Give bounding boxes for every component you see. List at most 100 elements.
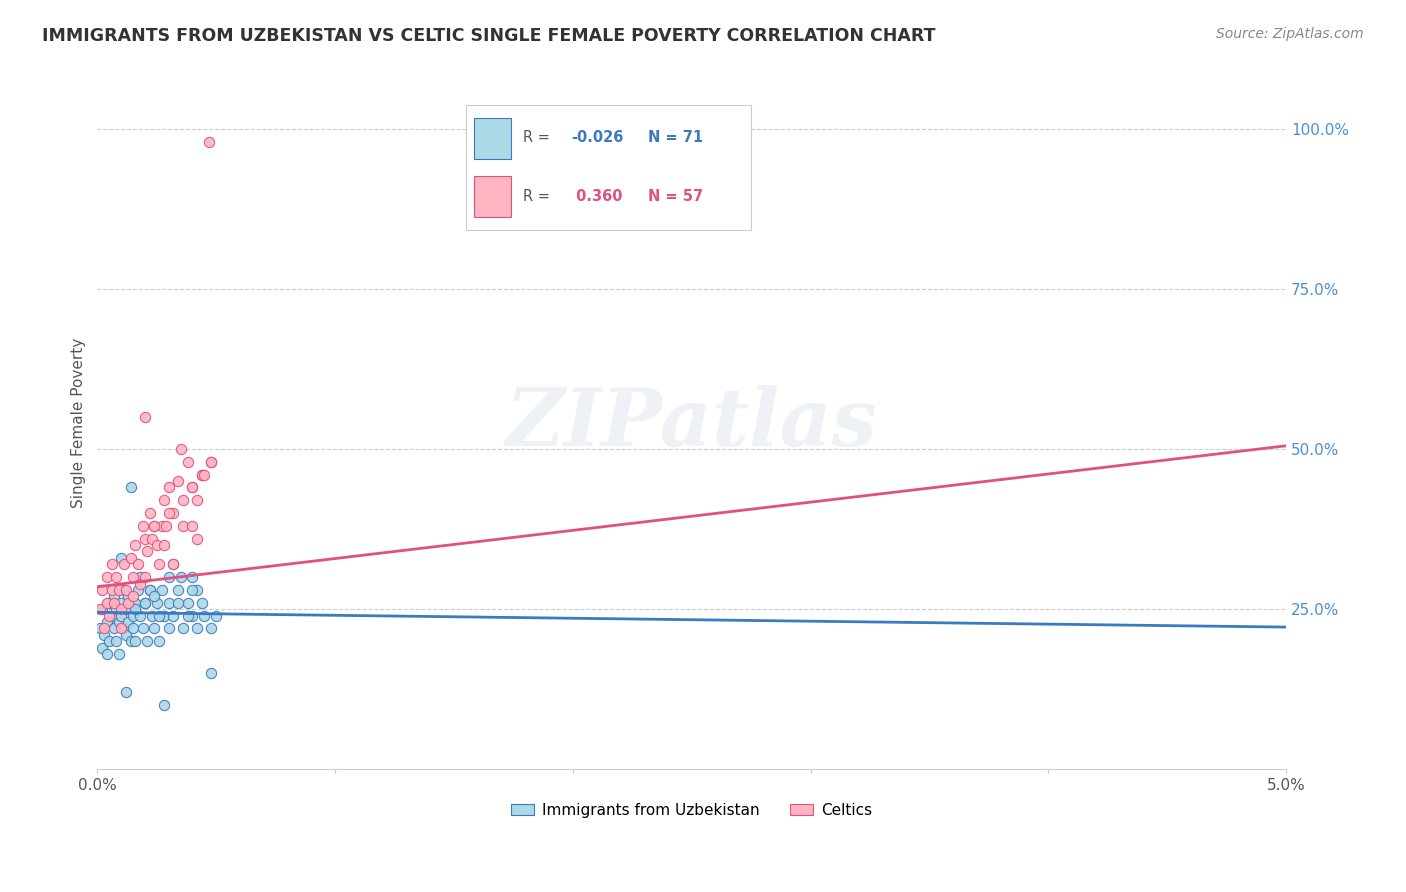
Point bbox=[127, 582, 149, 597]
Point bbox=[96, 596, 118, 610]
Point bbox=[146, 538, 169, 552]
Point bbox=[110, 550, 132, 565]
Point bbox=[100, 558, 122, 572]
Point bbox=[120, 480, 142, 494]
Point bbox=[181, 480, 204, 494]
Point bbox=[153, 493, 176, 508]
Point bbox=[103, 621, 125, 635]
Point bbox=[181, 480, 204, 494]
Point bbox=[157, 480, 180, 494]
Text: Source: ZipAtlas.com: Source: ZipAtlas.com bbox=[1216, 27, 1364, 41]
Point bbox=[162, 558, 184, 572]
Point bbox=[153, 538, 176, 552]
Point bbox=[96, 570, 118, 584]
Point bbox=[115, 685, 138, 699]
Point bbox=[167, 596, 190, 610]
Point bbox=[193, 467, 215, 482]
Point bbox=[110, 621, 132, 635]
Point bbox=[129, 608, 152, 623]
Point bbox=[150, 582, 173, 597]
Point bbox=[129, 570, 152, 584]
Point bbox=[181, 570, 204, 584]
Point bbox=[93, 621, 115, 635]
Point bbox=[162, 608, 184, 623]
Text: IMMIGRANTS FROM UZBEKISTAN VS CELTIC SINGLE FEMALE POVERTY CORRELATION CHART: IMMIGRANTS FROM UZBEKISTAN VS CELTIC SIN… bbox=[42, 27, 935, 45]
Point bbox=[131, 621, 153, 635]
Point bbox=[162, 558, 184, 572]
Point bbox=[134, 596, 156, 610]
Point bbox=[198, 135, 221, 149]
Point bbox=[105, 570, 128, 584]
Point bbox=[143, 519, 166, 533]
Point bbox=[181, 582, 204, 597]
Point bbox=[138, 582, 160, 597]
Point bbox=[105, 602, 128, 616]
Point bbox=[167, 582, 190, 597]
Point bbox=[98, 596, 121, 610]
Point bbox=[153, 698, 176, 713]
Point bbox=[148, 608, 170, 623]
Point bbox=[176, 596, 198, 610]
Point bbox=[91, 602, 114, 616]
Point bbox=[107, 582, 129, 597]
Point bbox=[98, 634, 121, 648]
Point bbox=[110, 602, 132, 616]
Point bbox=[134, 570, 156, 584]
Point bbox=[176, 455, 198, 469]
Point bbox=[117, 596, 139, 610]
Point bbox=[103, 590, 125, 604]
Point bbox=[112, 582, 135, 597]
Point bbox=[138, 582, 160, 597]
Point bbox=[98, 608, 121, 623]
Point bbox=[200, 455, 222, 469]
Point bbox=[115, 628, 138, 642]
Point bbox=[124, 602, 146, 616]
Point bbox=[150, 519, 173, 533]
Y-axis label: Single Female Poverty: Single Female Poverty bbox=[72, 338, 86, 508]
Point bbox=[120, 550, 142, 565]
Point bbox=[115, 602, 138, 616]
Point bbox=[167, 474, 190, 488]
Point bbox=[122, 570, 145, 584]
Point bbox=[143, 590, 166, 604]
Point bbox=[186, 582, 208, 597]
Point bbox=[117, 590, 139, 604]
Point bbox=[148, 634, 170, 648]
Point bbox=[141, 532, 163, 546]
Point bbox=[105, 634, 128, 648]
Point bbox=[110, 596, 132, 610]
Point bbox=[96, 647, 118, 661]
Point bbox=[153, 608, 176, 623]
Point bbox=[134, 596, 156, 610]
Point bbox=[93, 628, 115, 642]
Point bbox=[181, 608, 204, 623]
Point bbox=[91, 582, 114, 597]
Point bbox=[91, 640, 114, 655]
Point bbox=[148, 558, 170, 572]
Point bbox=[200, 621, 222, 635]
Point bbox=[107, 615, 129, 629]
Text: ZIPatlas: ZIPatlas bbox=[506, 384, 877, 462]
Point bbox=[110, 608, 132, 623]
Point bbox=[205, 608, 228, 623]
Point bbox=[122, 608, 145, 623]
Point bbox=[107, 647, 129, 661]
Point bbox=[143, 519, 166, 533]
Point bbox=[141, 608, 163, 623]
Point bbox=[191, 467, 214, 482]
Point bbox=[191, 467, 214, 482]
Point bbox=[186, 621, 208, 635]
Point bbox=[120, 634, 142, 648]
Point bbox=[131, 519, 153, 533]
Point bbox=[172, 493, 194, 508]
Point bbox=[172, 621, 194, 635]
Point bbox=[129, 576, 152, 591]
Point bbox=[134, 409, 156, 424]
Point bbox=[162, 506, 184, 520]
Point bbox=[124, 634, 146, 648]
Point bbox=[115, 582, 138, 597]
Point bbox=[200, 666, 222, 681]
Point bbox=[100, 582, 122, 597]
Point bbox=[89, 621, 111, 635]
Legend: Immigrants from Uzbekistan, Celtics: Immigrants from Uzbekistan, Celtics bbox=[505, 797, 877, 824]
